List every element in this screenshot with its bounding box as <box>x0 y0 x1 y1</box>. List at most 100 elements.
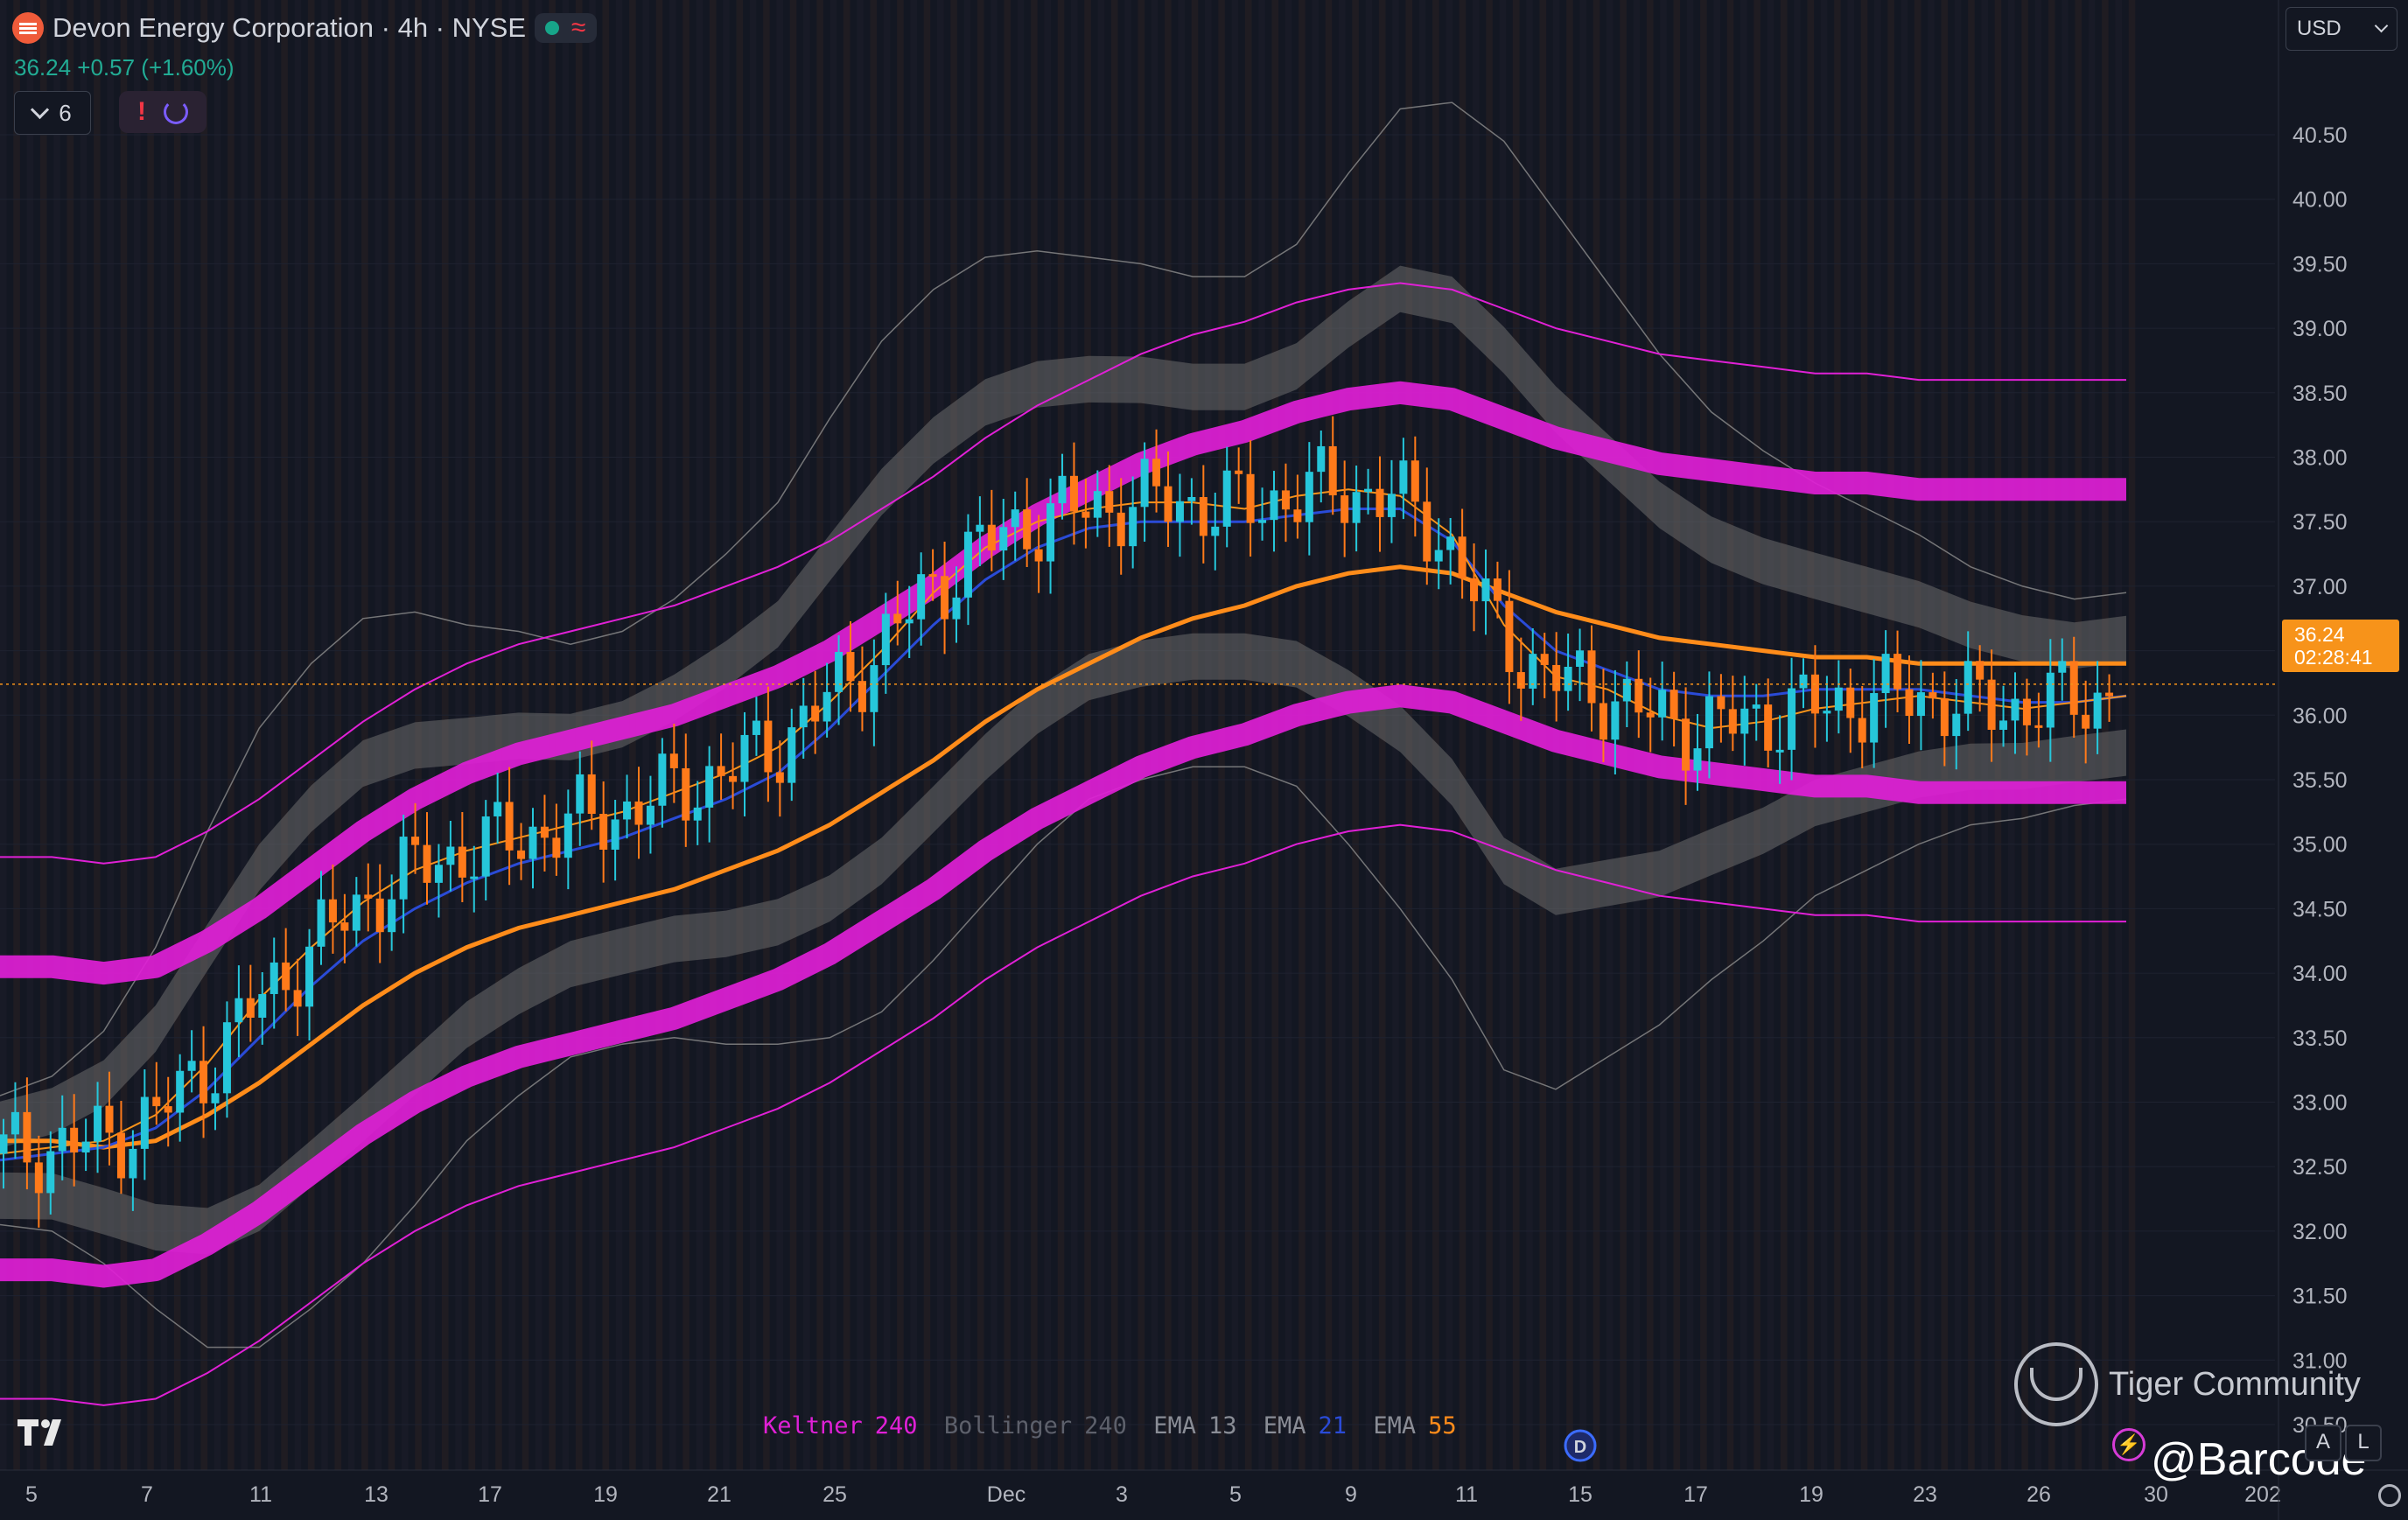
currency-select[interactable]: USD <box>2286 7 2398 51</box>
session-stripe <box>1124 0 1131 1470</box>
market-status-pill[interactable]: ≈ <box>535 13 597 43</box>
y-tick-label: 31.00 <box>2292 1348 2348 1373</box>
session-stripe <box>1780 0 1788 1470</box>
legend-keltner[interactable]: Keltner <box>763 1412 863 1439</box>
session-stripe <box>228 0 234 1470</box>
candle-body <box>1116 512 1125 547</box>
candle-body <box>423 844 431 883</box>
candle-body <box>470 876 479 879</box>
session-stripe <box>897 0 904 1470</box>
candle-body <box>2022 698 2031 725</box>
x-tick-label: 5 <box>25 1482 38 1507</box>
market-open-icon <box>545 21 560 35</box>
candle-body <box>682 767 690 821</box>
flash-icon[interactable]: ⚡ <box>2112 1428 2146 1461</box>
candle-body <box>1587 650 1596 704</box>
y-tick-label: 34.50 <box>2292 897 2348 921</box>
session-stripe <box>736 0 744 1470</box>
candle-body <box>1775 749 1784 753</box>
ema-55-line <box>0 564 2126 1150</box>
tradingview-logo-icon[interactable] <box>16 1414 77 1449</box>
session-stripe <box>160 0 168 1470</box>
candle-body <box>517 850 526 859</box>
candle-body <box>152 1096 161 1107</box>
session-stripe <box>950 0 957 1470</box>
candle-body <box>164 1106 172 1113</box>
session-stripe <box>1432 0 1439 1470</box>
candle-body <box>211 1093 220 1103</box>
session-stripe <box>214 0 221 1470</box>
y-tick-label: 34.00 <box>2292 962 2348 986</box>
candle-body <box>564 813 572 858</box>
candle-body <box>1905 689 1914 717</box>
candle-body <box>1058 475 1067 504</box>
candle-body <box>1611 701 1620 740</box>
candle-body <box>1175 501 1184 522</box>
legend-bollinger[interactable]: Bollinger <box>943 1412 1073 1439</box>
candle-body <box>187 1061 196 1071</box>
candle-body <box>446 846 455 865</box>
candle-body <box>1034 549 1043 562</box>
candle-body <box>905 619 914 624</box>
session-stripe <box>241 0 248 1470</box>
session-stripe <box>134 0 141 1470</box>
candle-body <box>1129 507 1138 547</box>
candle-body <box>1423 501 1432 562</box>
symbol-title[interactable]: Devon Energy Corporation · 4h · NYSE <box>52 12 527 43</box>
candle-body <box>1728 709 1737 734</box>
legend-ema-55[interactable]: EMA <box>1373 1412 1417 1439</box>
session-stripe <box>1900 0 1908 1470</box>
tiger-logo-icon <box>2014 1342 2098 1426</box>
candle-body <box>1199 497 1208 536</box>
candle-body <box>1293 509 1302 522</box>
candle-body <box>1658 690 1667 718</box>
y-tick-label: 38.00 <box>2292 446 2348 471</box>
candle-body <box>1387 494 1396 517</box>
candle-body <box>611 819 620 850</box>
candle-body <box>987 524 996 551</box>
indicators-toggle-button[interactable]: 6 <box>14 91 91 135</box>
candle-body <box>705 766 714 808</box>
candle-body <box>1481 578 1490 602</box>
session-stripe <box>1592 0 1600 1470</box>
candle-body <box>2034 725 2043 728</box>
session-stripe <box>1726 0 1734 1470</box>
y-tick-label: 39.50 <box>2292 252 2348 277</box>
x-tick-label: 19 <box>1799 1482 1824 1507</box>
candle-body <box>1999 720 2008 730</box>
session-stripe <box>1914 0 1922 1470</box>
session-stripe <box>1834 0 1841 1470</box>
chevron-down-icon <box>2374 18 2389 32</box>
candle-body <box>1717 696 1726 710</box>
wave-icon: ≈ <box>571 13 586 42</box>
last-price-value: 36.24 <box>2294 623 2345 646</box>
settings-gear-icon[interactable] <box>2378 1484 2401 1507</box>
status-pill[interactable]: ! <box>119 91 206 133</box>
candle-body <box>1152 459 1161 487</box>
session-stripe <box>120 0 128 1470</box>
candle-body <box>1164 486 1172 522</box>
session-stripe <box>883 0 891 1470</box>
candle-body <box>258 993 267 1018</box>
session-stripe <box>1446 0 1452 1470</box>
legend-ema-21[interactable]: EMA <box>1263 1412 1306 1439</box>
auto-scale-button[interactable]: A <box>2305 1425 2342 1461</box>
candle-body <box>282 962 290 991</box>
legend-bollinger-length: 240 <box>1084 1412 1127 1439</box>
candle-body <box>928 574 937 578</box>
y-tick-label: 37.00 <box>2292 575 2348 599</box>
candle-body <box>399 837 408 900</box>
x-tick-label: 15 <box>1568 1482 1592 1507</box>
candle-body <box>388 899 396 933</box>
session-stripe <box>361 0 368 1470</box>
legend-ema-13[interactable]: EMA <box>1153 1412 1196 1439</box>
session-stripe <box>749 0 757 1470</box>
log-scale-button[interactable]: L <box>2345 1425 2382 1461</box>
candle-body <box>740 734 749 782</box>
candle-body <box>658 753 667 806</box>
x-tick-label: 11 <box>1455 1482 1478 1507</box>
candle-body <box>1352 492 1361 523</box>
legend-keltner-length: 240 <box>874 1412 918 1439</box>
candle-body <box>1752 704 1760 709</box>
